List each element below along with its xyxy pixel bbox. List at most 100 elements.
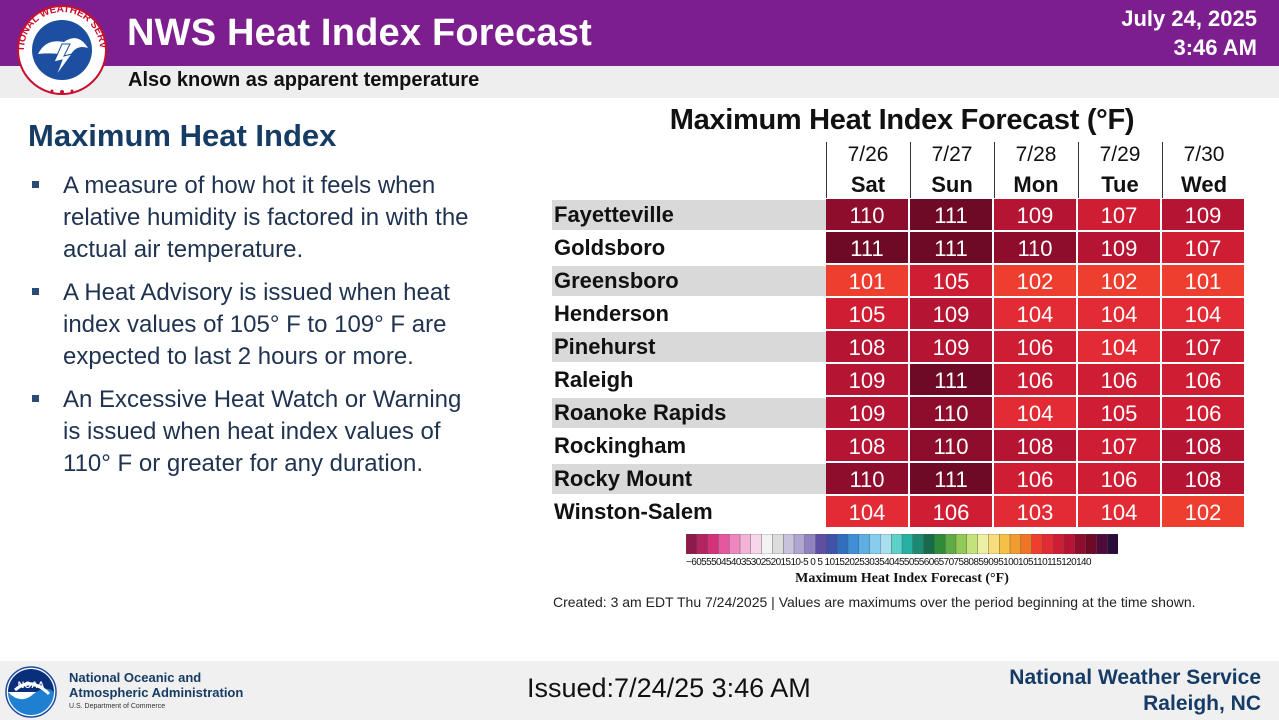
color-scale-swatch [729,534,741,554]
column-date: 7/27 [931,143,973,166]
page-subtitle: Also known as apparent temperature [128,69,480,91]
footer-bar [0,661,1279,720]
color-scale-swatch [999,534,1011,554]
color-scale-swatch [836,534,849,554]
color-scale-swatch [1031,534,1043,554]
row-label: Greensboro [554,268,679,293]
color-scale-swatch [955,534,968,554]
heat-cell: 101 [826,265,910,298]
header-time: 3:46 AM [1173,35,1257,60]
heat-cell: 107 [1162,232,1246,265]
office-location: Raleigh, NC [1143,692,1261,715]
color-scale-swatch [858,534,871,554]
color-scale-swatch [1053,534,1065,554]
list-item: A Heat Advisory is issued when heat inde… [30,277,480,373]
color-scale-swatch [1107,534,1118,554]
list-item-text: A measure of how hot it feels when relat… [63,172,469,263]
heat-cell: 110 [994,232,1078,265]
color-scale-swatch [750,534,763,554]
color-scale-swatch [977,534,989,554]
list-item-text: An Excessive Heat Watch or Warning is is… [63,386,462,477]
heat-cell: 110 [910,430,994,463]
heat-cell: 108 [1162,463,1246,496]
heat-cell: 110 [826,199,910,232]
column-divider [1078,142,1079,198]
column-header: 7/29 Tue [1078,140,1162,200]
header-date: July 24, 2025 [1121,6,1257,31]
heat-cell: 106 [1162,397,1246,430]
noaa-name-line2: Atmospheric Administration [69,685,244,700]
heat-cell: 107 [1078,199,1162,232]
column-divider [1162,142,1163,198]
row-label: Henderson [554,301,669,326]
chart-title: Maximum Heat Index Forecast (°F) [669,104,1135,136]
heat-cell: 111 [910,364,994,397]
issued-time: Issued:7/24/25 3:46 AM [527,673,811,703]
definition-list: A measure of how hot it feels when relat… [30,170,480,491]
list-item-text: A Heat Advisory is issued when heat inde… [63,279,450,370]
color-scale-swatch [804,534,817,554]
heat-cell: 104 [1162,298,1246,331]
subheader-bar [0,66,1279,98]
heat-cell: 106 [1078,364,1162,397]
heat-cell: 105 [1078,397,1162,430]
color-scale-swatch [966,534,979,554]
heat-cell: 106 [1162,364,1246,397]
column-date: 7/29 [1099,143,1141,166]
heat-cell: 107 [1162,331,1246,364]
row-stripe [552,266,827,296]
heat-cell: 108 [994,430,1078,463]
column-header: 7/27 Sun [910,140,994,200]
page-title: NWS Heat Index Forecast [127,12,592,54]
color-scale-swatch [1042,534,1054,554]
heat-cell: 106 [994,463,1078,496]
heat-cell: 109 [1078,232,1162,265]
list-item: An Excessive Heat Watch or Warning is is… [30,384,480,480]
heat-cell: 104 [1078,331,1162,364]
color-scale-swatch [707,534,719,554]
color-scale-swatch [880,534,892,554]
column-day: Wed [1180,172,1228,197]
color-scale-swatch [718,534,730,554]
color-scale-swatch [686,534,698,554]
heat-cell: 111 [826,232,910,265]
bullet-marker-icon [32,395,39,402]
column-header: 7/28 Mon [994,140,1078,200]
color-scale-swatch [1020,534,1033,554]
column-divider [994,142,995,198]
column-day: Tue [1101,172,1139,197]
column-date: 7/30 [1183,143,1225,166]
left-panel-title: Maximum Heat Index [28,118,337,153]
heat-cell: 108 [826,331,910,364]
column-day: Sun [931,172,973,197]
column-divider [826,142,827,198]
column-day: Mon [1013,172,1059,197]
heat-cell: 110 [910,397,994,430]
heat-cell: 109 [826,364,910,397]
heat-cell: 110 [826,463,910,496]
color-scale-swatch [890,534,903,554]
column-divider [910,142,911,198]
heat-cell: 102 [1162,496,1246,529]
color-scale-swatch [934,534,946,554]
color-scale-swatch [945,534,957,554]
noaa-department: U.S. Department of Commerce [69,703,166,710]
heat-cell: 108 [826,430,910,463]
color-scale-ticks: −6055504540353025201510-5 0 5 1015202530… [686,557,1092,568]
office-name: National Weather Service [1009,666,1261,689]
color-scale-title: Maximum Heat Index Forecast (°F) [795,571,1009,586]
color-scale-swatch [901,534,914,554]
list-item: A measure of how hot it feels when relat… [30,170,480,266]
heat-cell: 109 [910,331,994,364]
column-header: 7/26 Sat [826,140,910,200]
color-scale-swatch [815,534,827,554]
created-note: Created: 3 am EDT Thu 7/24/2025 | Values… [553,594,1196,610]
row-label: Rocky Mount [554,466,693,491]
color-scale-swatch [761,534,773,554]
heat-cell: 111 [910,199,994,232]
row-label: Raleigh [554,367,634,392]
heat-cell: 104 [1078,496,1162,529]
row-label: Winston-Salem [554,499,713,524]
heat-cell: 105 [910,265,994,298]
row-stripe [552,464,827,494]
